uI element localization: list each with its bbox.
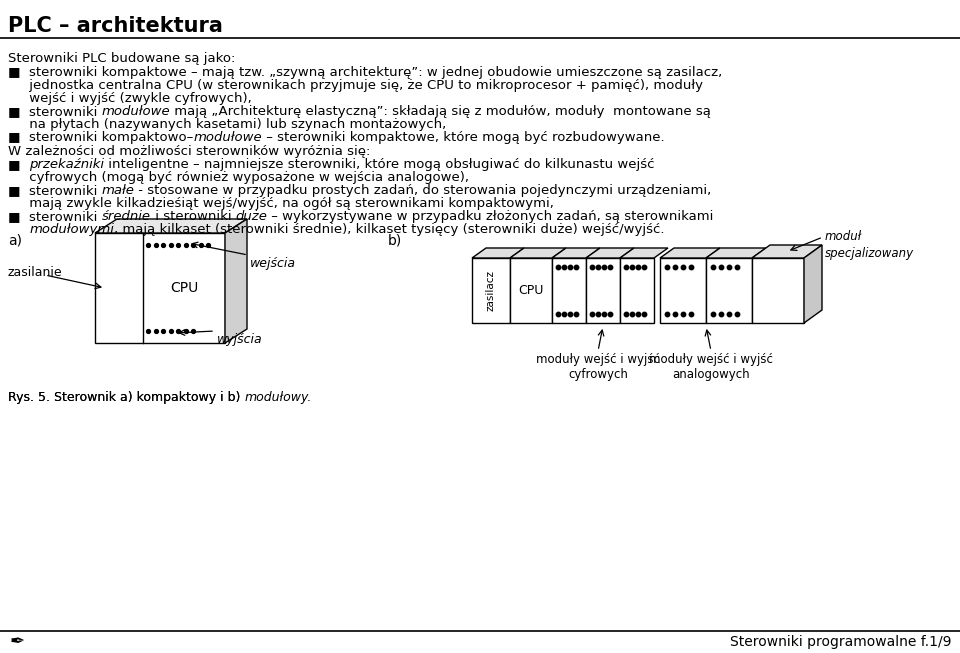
Text: średnie: średnie bbox=[102, 210, 151, 223]
Polygon shape bbox=[225, 219, 247, 343]
Text: jednostka centralna CPU (w sterownikach przyjmuje się, że CPU to mikroprocesor +: jednostka centralna CPU (w sterownikach … bbox=[8, 79, 703, 92]
Text: , mają kilkaset (sterowniki średnie), kilkaset tysięcy (sterowniki duże) wejść/w: , mają kilkaset (sterowniki średnie), ki… bbox=[114, 223, 664, 236]
Bar bbox=[752, 258, 804, 323]
Text: wejść i wyjść (zwykle cyfrowych),: wejść i wyjść (zwykle cyfrowych), bbox=[8, 92, 252, 105]
Text: moduły wejść i wyjść
cyfrowych: moduły wejść i wyjść cyfrowych bbox=[536, 353, 660, 381]
Text: PLC – architektura: PLC – architektura bbox=[8, 16, 223, 36]
Text: mają „Architekturę elastyczną”: składają się z modułów, moduły  montowane są: mają „Architekturę elastyczną”: składają… bbox=[170, 105, 711, 118]
Text: specjalizowany: specjalizowany bbox=[825, 247, 914, 260]
Text: na płytach (nazywanych kasetami) lub szynach montażowych,: na płytach (nazywanych kasetami) lub szy… bbox=[8, 118, 446, 131]
Text: moduły wejść i wyjść
analogowych: moduły wejść i wyjść analogowych bbox=[649, 353, 773, 381]
Polygon shape bbox=[660, 248, 720, 258]
Text: duże: duże bbox=[235, 210, 268, 223]
Text: modułowy.: modułowy. bbox=[245, 391, 312, 404]
Text: cyfrowych (mogą być również wyposażone w wejścia analogowe),: cyfrowych (mogą być również wyposażone w… bbox=[8, 171, 469, 184]
Text: przekaźniki: przekaźniki bbox=[29, 158, 104, 171]
Text: wyjścia: wyjścia bbox=[217, 333, 263, 346]
Bar bbox=[552, 258, 586, 323]
Text: zasilanie: zasilanie bbox=[8, 266, 62, 279]
Text: Sterowniki PLC budowane są jako:: Sterowniki PLC budowane są jako: bbox=[8, 52, 235, 65]
Text: modułowe: modułowe bbox=[193, 131, 262, 144]
Text: ■  sterowniki kompaktowe – mają tzw. „szywną architekturę”: w jednej obudowie um: ■ sterowniki kompaktowe – mają tzw. „szy… bbox=[8, 66, 722, 79]
Text: małe: małe bbox=[102, 184, 134, 197]
Text: i sterowniki: i sterowniki bbox=[151, 210, 235, 223]
Text: ■  sterowniki: ■ sterowniki bbox=[8, 210, 102, 223]
Text: CPU: CPU bbox=[170, 281, 198, 295]
Polygon shape bbox=[804, 245, 822, 323]
Polygon shape bbox=[752, 245, 822, 258]
Text: Rys. 5. Sterownik a) kompaktowy i b): Rys. 5. Sterownik a) kompaktowy i b) bbox=[8, 391, 245, 404]
Polygon shape bbox=[706, 248, 766, 258]
Polygon shape bbox=[95, 219, 247, 233]
Bar bbox=[472, 258, 510, 323]
Text: - stosowane w przypadku prostych zadań, do sterowania pojedynczymi urządzeniami,: - stosowane w przypadku prostych zadań, … bbox=[134, 184, 711, 197]
Polygon shape bbox=[510, 248, 566, 258]
Polygon shape bbox=[95, 233, 225, 343]
Polygon shape bbox=[586, 248, 634, 258]
Text: inteligentne – najmniejsze sterowniki, które mogą obsługiwać do kilkunastu wejść: inteligentne – najmniejsze sterowniki, k… bbox=[104, 158, 655, 171]
Text: CPU: CPU bbox=[518, 284, 543, 297]
Polygon shape bbox=[620, 248, 668, 258]
Text: ■  sterowniki kompaktowo–: ■ sterowniki kompaktowo– bbox=[8, 131, 193, 144]
Polygon shape bbox=[552, 248, 600, 258]
Text: Sterowniki programowalne f.1/9: Sterowniki programowalne f.1/9 bbox=[731, 635, 952, 649]
Bar bbox=[660, 258, 706, 323]
Text: zasilacz: zasilacz bbox=[486, 270, 496, 311]
Bar bbox=[586, 258, 620, 323]
Bar bbox=[510, 258, 552, 323]
Text: – wykorzystywane w przypadku złożonych zadań, są sterownikami: – wykorzystywane w przypadku złożonych z… bbox=[268, 210, 713, 223]
Text: wejścia: wejścia bbox=[250, 257, 296, 270]
Text: ■  sterowniki: ■ sterowniki bbox=[8, 184, 102, 197]
Text: W zależności od możliwości sterowników wyróżnia się:: W zależności od możliwości sterowników w… bbox=[8, 145, 371, 158]
Text: b): b) bbox=[388, 233, 402, 247]
Text: a): a) bbox=[8, 233, 22, 247]
Text: mają zwykle kilkadzieśiąt wejś/wyjść, na ogół są sterownikami kompaktowymi,: mają zwykle kilkadzieśiąt wejś/wyjść, na… bbox=[8, 197, 554, 210]
Text: ■: ■ bbox=[8, 158, 29, 171]
Text: Rys. 5. Sterownik a) kompaktowy i b): Rys. 5. Sterownik a) kompaktowy i b) bbox=[8, 391, 245, 404]
Bar bbox=[706, 258, 752, 323]
Text: modułowymi: modułowymi bbox=[29, 223, 114, 236]
Text: moduł: moduł bbox=[825, 230, 862, 243]
Text: ■  sterowniki: ■ sterowniki bbox=[8, 105, 102, 118]
Bar bbox=[620, 258, 654, 323]
Text: – sterowniki kompaktowe, które mogą być rozbudowywane.: – sterowniki kompaktowe, które mogą być … bbox=[262, 131, 664, 144]
Text: modułowe: modułowe bbox=[102, 105, 170, 118]
Text: ✒: ✒ bbox=[10, 633, 25, 651]
Polygon shape bbox=[472, 248, 524, 258]
